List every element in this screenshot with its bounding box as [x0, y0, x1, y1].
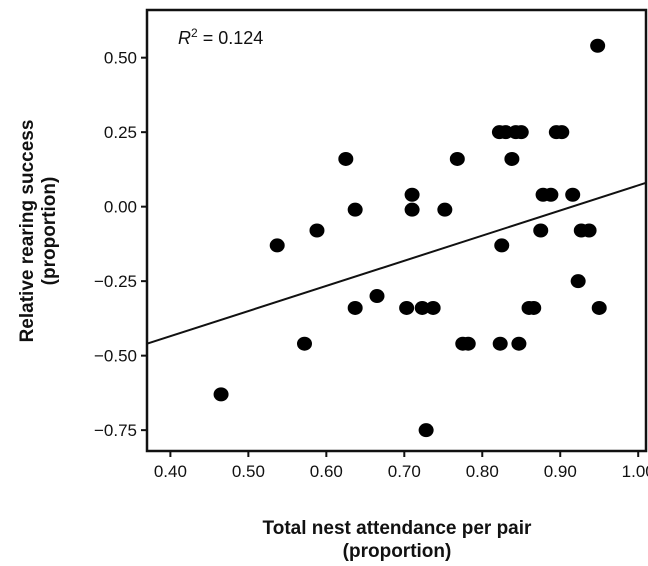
y-axis-title: Relative rearing success (proportion) — [17, 120, 60, 343]
plot-frame — [145, 8, 648, 453]
data-point — [213, 387, 229, 402]
x-tick-label: 0.70 — [388, 462, 421, 481]
x-tick-label: 0.60 — [310, 462, 343, 481]
r-squared-sup: 2 — [191, 26, 198, 40]
data-points — [213, 38, 607, 438]
data-point — [414, 300, 430, 315]
data-point — [494, 238, 510, 253]
data-point — [504, 151, 520, 166]
y-axis-title-line2: (proportion) — [39, 177, 60, 286]
r-squared-value: = 0.124 — [198, 28, 264, 48]
data-point — [460, 336, 476, 351]
data-point — [591, 300, 607, 315]
data-point — [554, 125, 570, 140]
x-tick-label: 0.80 — [466, 462, 499, 481]
data-point — [347, 300, 363, 315]
x-tick-label: 0.40 — [154, 462, 187, 481]
x-axis: 0.40 0.50 0.60 0.70 0.80 0.90 1.00 — [154, 451, 648, 481]
data-point — [526, 300, 542, 315]
data-point — [404, 187, 420, 202]
data-point — [511, 336, 527, 351]
data-point — [296, 336, 312, 351]
data-point — [418, 423, 434, 438]
r-squared-var: R — [178, 28, 191, 48]
trend-line — [146, 181, 647, 345]
data-point — [492, 336, 508, 351]
data-point — [513, 125, 529, 140]
x-tick-label: 0.50 — [232, 462, 265, 481]
y-tick-label: 0.25 — [104, 123, 137, 142]
y-axis: 0.50 0.25 0.00 −0.25 −0.50 −0.75 — [94, 49, 147, 440]
x-tick-label: 0.90 — [544, 462, 577, 481]
y-tick-label: −0.25 — [94, 272, 137, 291]
y-tick-label: −0.75 — [94, 421, 137, 440]
data-point — [543, 187, 559, 202]
x-axis-title-line2: (proportion) — [343, 541, 452, 562]
x-tick-label: 1.00 — [622, 462, 648, 481]
y-tick-label: 0.50 — [104, 49, 137, 68]
data-point — [269, 238, 285, 253]
r-squared-annotation: R2 = 0.124 — [178, 26, 263, 48]
y-tick-label: −0.50 — [94, 347, 137, 366]
data-point — [581, 223, 597, 238]
data-point — [590, 38, 606, 53]
data-point — [437, 202, 453, 217]
data-point — [399, 300, 415, 315]
data-point — [570, 274, 586, 289]
data-point — [565, 187, 581, 202]
data-point — [533, 223, 549, 238]
data-point — [425, 300, 441, 315]
data-point — [404, 202, 420, 217]
data-point — [338, 151, 354, 166]
data-point — [347, 202, 363, 217]
data-point — [449, 151, 465, 166]
y-tick-label: 0.00 — [104, 198, 137, 217]
x-axis-title-line1: Total nest attendance per pair — [263, 518, 532, 539]
data-point — [369, 289, 385, 304]
data-point — [309, 223, 325, 238]
y-axis-title-line1: Relative rearing success — [17, 120, 38, 343]
